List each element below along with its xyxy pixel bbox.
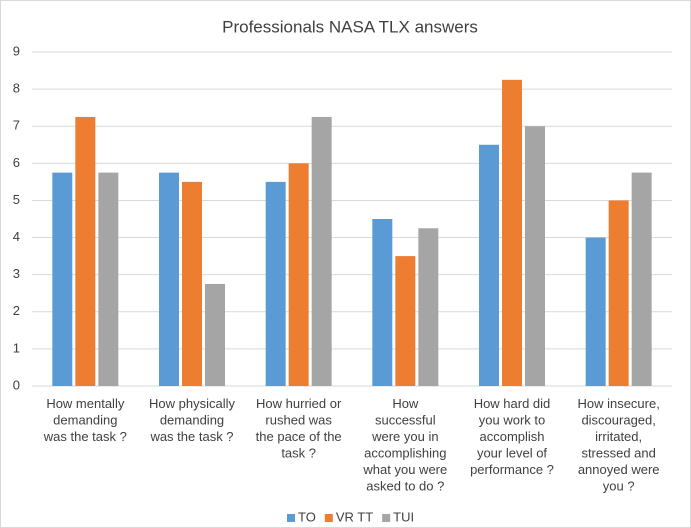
y-tick-label: 3 [13,266,20,281]
bar [311,116,332,386]
bar [631,172,652,386]
y-tick-label: 4 [13,229,20,244]
legend-swatch [324,514,333,522]
y-tick-label: 5 [13,192,20,207]
x-tick-label: How insecure, discouraged, irritated, stres… [577,396,659,494]
bar [585,237,606,386]
x-tick-label: How mentally demanding was the task ? [43,396,127,444]
chart-title: Professionals NASA TLX answers [222,17,478,36]
legend-swatch [382,514,391,522]
bar [52,172,73,386]
bar [418,228,439,386]
bar [395,256,416,386]
bar [525,126,545,386]
legend-label: VR TT [336,509,373,524]
bar [372,219,393,386]
legend-label: TUI [393,509,414,524]
bar [288,163,309,386]
x-tick-label: How successful were you in accomplishing wha… [362,396,447,494]
bar [265,181,286,386]
y-tick-label: 1 [13,340,20,355]
y-tick-label: 7 [13,118,20,133]
x-tick-label: How hard did you work to accomplish your le… [470,396,554,477]
bar [502,79,522,386]
y-tick-label: 6 [13,155,20,170]
bar [75,116,96,386]
y-tick-label: 0 [13,377,20,392]
y-tick-label: 2 [13,303,20,318]
y-tick-label: 9 [13,43,20,58]
bar [608,200,629,386]
bar [479,144,499,386]
bar [159,172,179,386]
bar [98,172,119,386]
bar [182,181,202,386]
y-tick-label: 8 [13,81,20,96]
bar [205,283,225,386]
legend-swatch [287,514,295,522]
x-tick-label: How hurried or rushed was the pace of the t… [256,396,342,461]
legend-label: TO [298,509,316,524]
x-tick-label: How physically demanding was the task ? [149,396,235,444]
